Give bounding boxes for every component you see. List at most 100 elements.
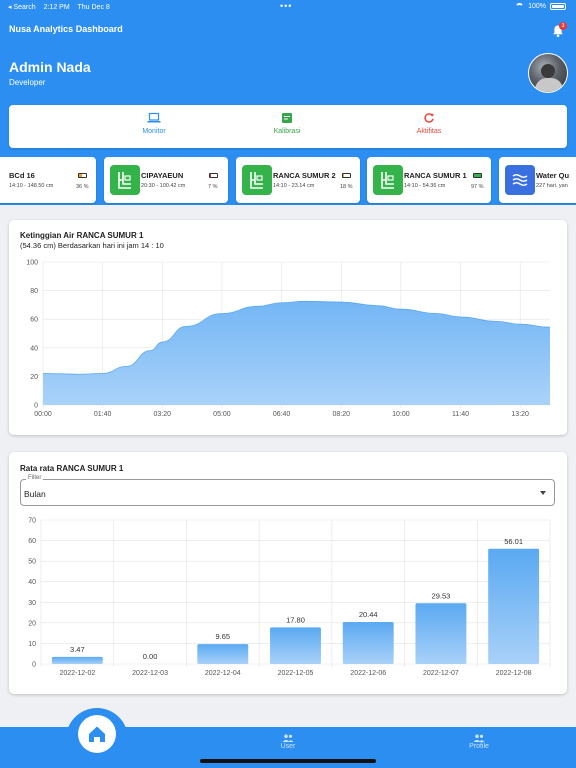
nav-user[interactable]: User — [268, 734, 308, 750]
status-time: 2:12 PM — [43, 4, 70, 11]
profile-icon — [473, 734, 485, 742]
x-tick-label: 13:20 — [511, 411, 529, 418]
station-carousel[interactable]: BCd 16 14:10 - 148.50 cm 36 % CIPAYAEUN … — [0, 157, 576, 205]
x-tick-label: 2022-12-03 — [132, 670, 168, 677]
nav-user-label: User — [280, 743, 296, 750]
bar — [197, 644, 249, 664]
x-tick-label: 00:00 — [34, 411, 52, 418]
water-level-card: Ketinggian Air RANCA SUMUR 1 (54.36 cm) … — [9, 220, 567, 435]
x-tick-label: 01:40 — [94, 411, 112, 418]
bar-value-label: 0.00 — [143, 652, 158, 661]
bar — [342, 621, 394, 664]
station-range: 14:10 - 23.14 cm — [273, 183, 315, 189]
home-indicator — [200, 759, 376, 763]
series-area — [43, 301, 550, 405]
status-back[interactable]: ◂ Search — [8, 4, 36, 11]
bar — [488, 548, 540, 664]
y-tick-label: 60 — [28, 538, 36, 545]
calibration-icon — [282, 113, 292, 123]
menu-kalibrasi[interactable]: Kalibrasi — [247, 112, 327, 135]
x-tick-label: 10:00 — [392, 411, 410, 418]
y-tick-label: 50 — [28, 559, 36, 566]
nav-home[interactable] — [78, 715, 116, 753]
y-tick-label: 30 — [28, 600, 36, 607]
users-icon — [282, 734, 294, 742]
y-tick-label: 70 — [28, 518, 36, 525]
multitask-dots-icon[interactable]: ••• — [280, 1, 293, 11]
well-icon — [242, 165, 272, 195]
bar-value-label: 56.01 — [504, 537, 523, 546]
station-card[interactable]: RANCA SUMUR 1 14:10 - 54.36 cm 97 % — [367, 157, 491, 203]
status-bar: ◂ Search 2:12 PM Thu Dec 8 ••• 100% — [0, 0, 576, 14]
battery-icon — [342, 173, 351, 178]
nav-profile[interactable]: Profile — [459, 734, 499, 750]
station-card[interactable]: Water Qu 227 hari. yan — [499, 157, 576, 203]
x-tick-label: 2022-12-02 — [59, 670, 95, 677]
station-battery: 97 % — [471, 184, 484, 190]
bar-value-label: 29.53 — [432, 591, 451, 600]
station-card[interactable]: BCd 16 14:10 - 148.50 cm 36 % — [0, 157, 96, 203]
home-icon — [89, 726, 105, 742]
station-battery: 18 % — [340, 184, 353, 190]
x-tick-label: 06:40 — [273, 411, 291, 418]
x-tick-label: 08:20 — [332, 411, 350, 418]
menu-kalibrasi-label: Kalibrasi — [273, 128, 301, 135]
bar — [415, 603, 467, 664]
x-tick-label: 2022-12-05 — [278, 670, 314, 677]
station-range: 20:30 - 100.42 cm — [141, 183, 186, 189]
station-card[interactable]: CIPAYAEUN 20:30 - 100.42 cm 7 % — [104, 157, 228, 203]
bar-value-label: 17.80 — [286, 615, 305, 624]
status-date: Thu Dec 8 — [77, 4, 110, 11]
y-tick-label: 20 — [28, 620, 36, 627]
avatar[interactable] — [528, 53, 568, 93]
station-range: 14:10 - 148.50 cm — [9, 183, 54, 189]
average-title: Rata rata RANCA SUMUR 1 — [20, 464, 124, 473]
water-level-chart[interactable]: 0 20 40 60 80 100 00:00 01:40 03:20 05:00 06:40 08:… — [9, 220, 567, 435]
station-battery: 36 % — [76, 184, 89, 190]
chevron-down-icon — [540, 491, 546, 495]
water-level-title: Ketinggian Air RANCA SUMUR 1 — [20, 231, 144, 240]
y-tick-label: 20 — [30, 374, 38, 381]
laptop-icon — [147, 112, 161, 123]
y-tick-label: 0 — [34, 403, 38, 410]
x-tick-label: 2022-12-06 — [350, 670, 386, 677]
notification-bell-icon[interactable]: 3 — [551, 22, 567, 38]
x-tick-label: 03:20 — [154, 411, 172, 418]
water-level-subtitle: (54.36 cm) Berdasarkan hari ini jam 14 :… — [20, 241, 164, 250]
notification-badge: 3 — [559, 22, 567, 30]
series-line — [42, 300, 551, 375]
x-tick-label: 2022-12-07 — [423, 670, 459, 677]
nav-profile-label: Profile — [469, 743, 489, 750]
filter-select[interactable]: Filter Bulan — [20, 475, 555, 506]
bar-value-label: 20.44 — [359, 610, 378, 619]
user-name: Admin Nada — [9, 59, 91, 75]
station-battery: 7 % — [208, 184, 218, 190]
battery-icon — [78, 173, 87, 178]
average-card: Rata rata RANCA SUMUR 1 Filter Bulan 0 10… — [9, 452, 567, 694]
well-icon — [373, 165, 403, 195]
average-bar-chart[interactable]: 0 10 20 30 40 50 60 70 3.47 2022-12-02 0.00 2022-12… — [9, 452, 567, 694]
y-tick-label: 100 — [26, 260, 38, 267]
station-range: 14:10 - 54.36 cm — [404, 183, 446, 189]
battery-icon — [473, 173, 482, 178]
filter-label: Filter — [26, 475, 44, 481]
well-icon — [110, 165, 140, 195]
menu-aktifitas[interactable]: Aktifitas — [389, 112, 469, 135]
y-tick-label: 0 — [32, 662, 36, 669]
menu-aktifitas-label: Aktifitas — [416, 128, 442, 135]
y-tick-label: 40 — [28, 579, 36, 586]
x-tick-label: 11:40 — [452, 411, 469, 418]
station-range: 227 hari. yan — [536, 183, 568, 189]
battery-icon — [209, 173, 218, 178]
water-wave-icon — [505, 165, 535, 195]
wifi-icon — [515, 3, 525, 10]
x-tick-label: 2022-12-04 — [205, 670, 241, 677]
station-name: CIPAYAEUN — [141, 171, 184, 180]
refresh-icon — [424, 113, 434, 123]
menu-monitor-label: Monitor — [142, 128, 166, 135]
menu-monitor[interactable]: Monitor — [114, 112, 194, 135]
bar-value-label: 9.65 — [215, 632, 230, 641]
station-card[interactable]: RANCA SUMUR 2 14:10 - 23.14 cm 18 % — [236, 157, 360, 203]
x-tick-label: 05:00 — [213, 411, 231, 418]
y-tick-label: 80 — [30, 288, 38, 295]
